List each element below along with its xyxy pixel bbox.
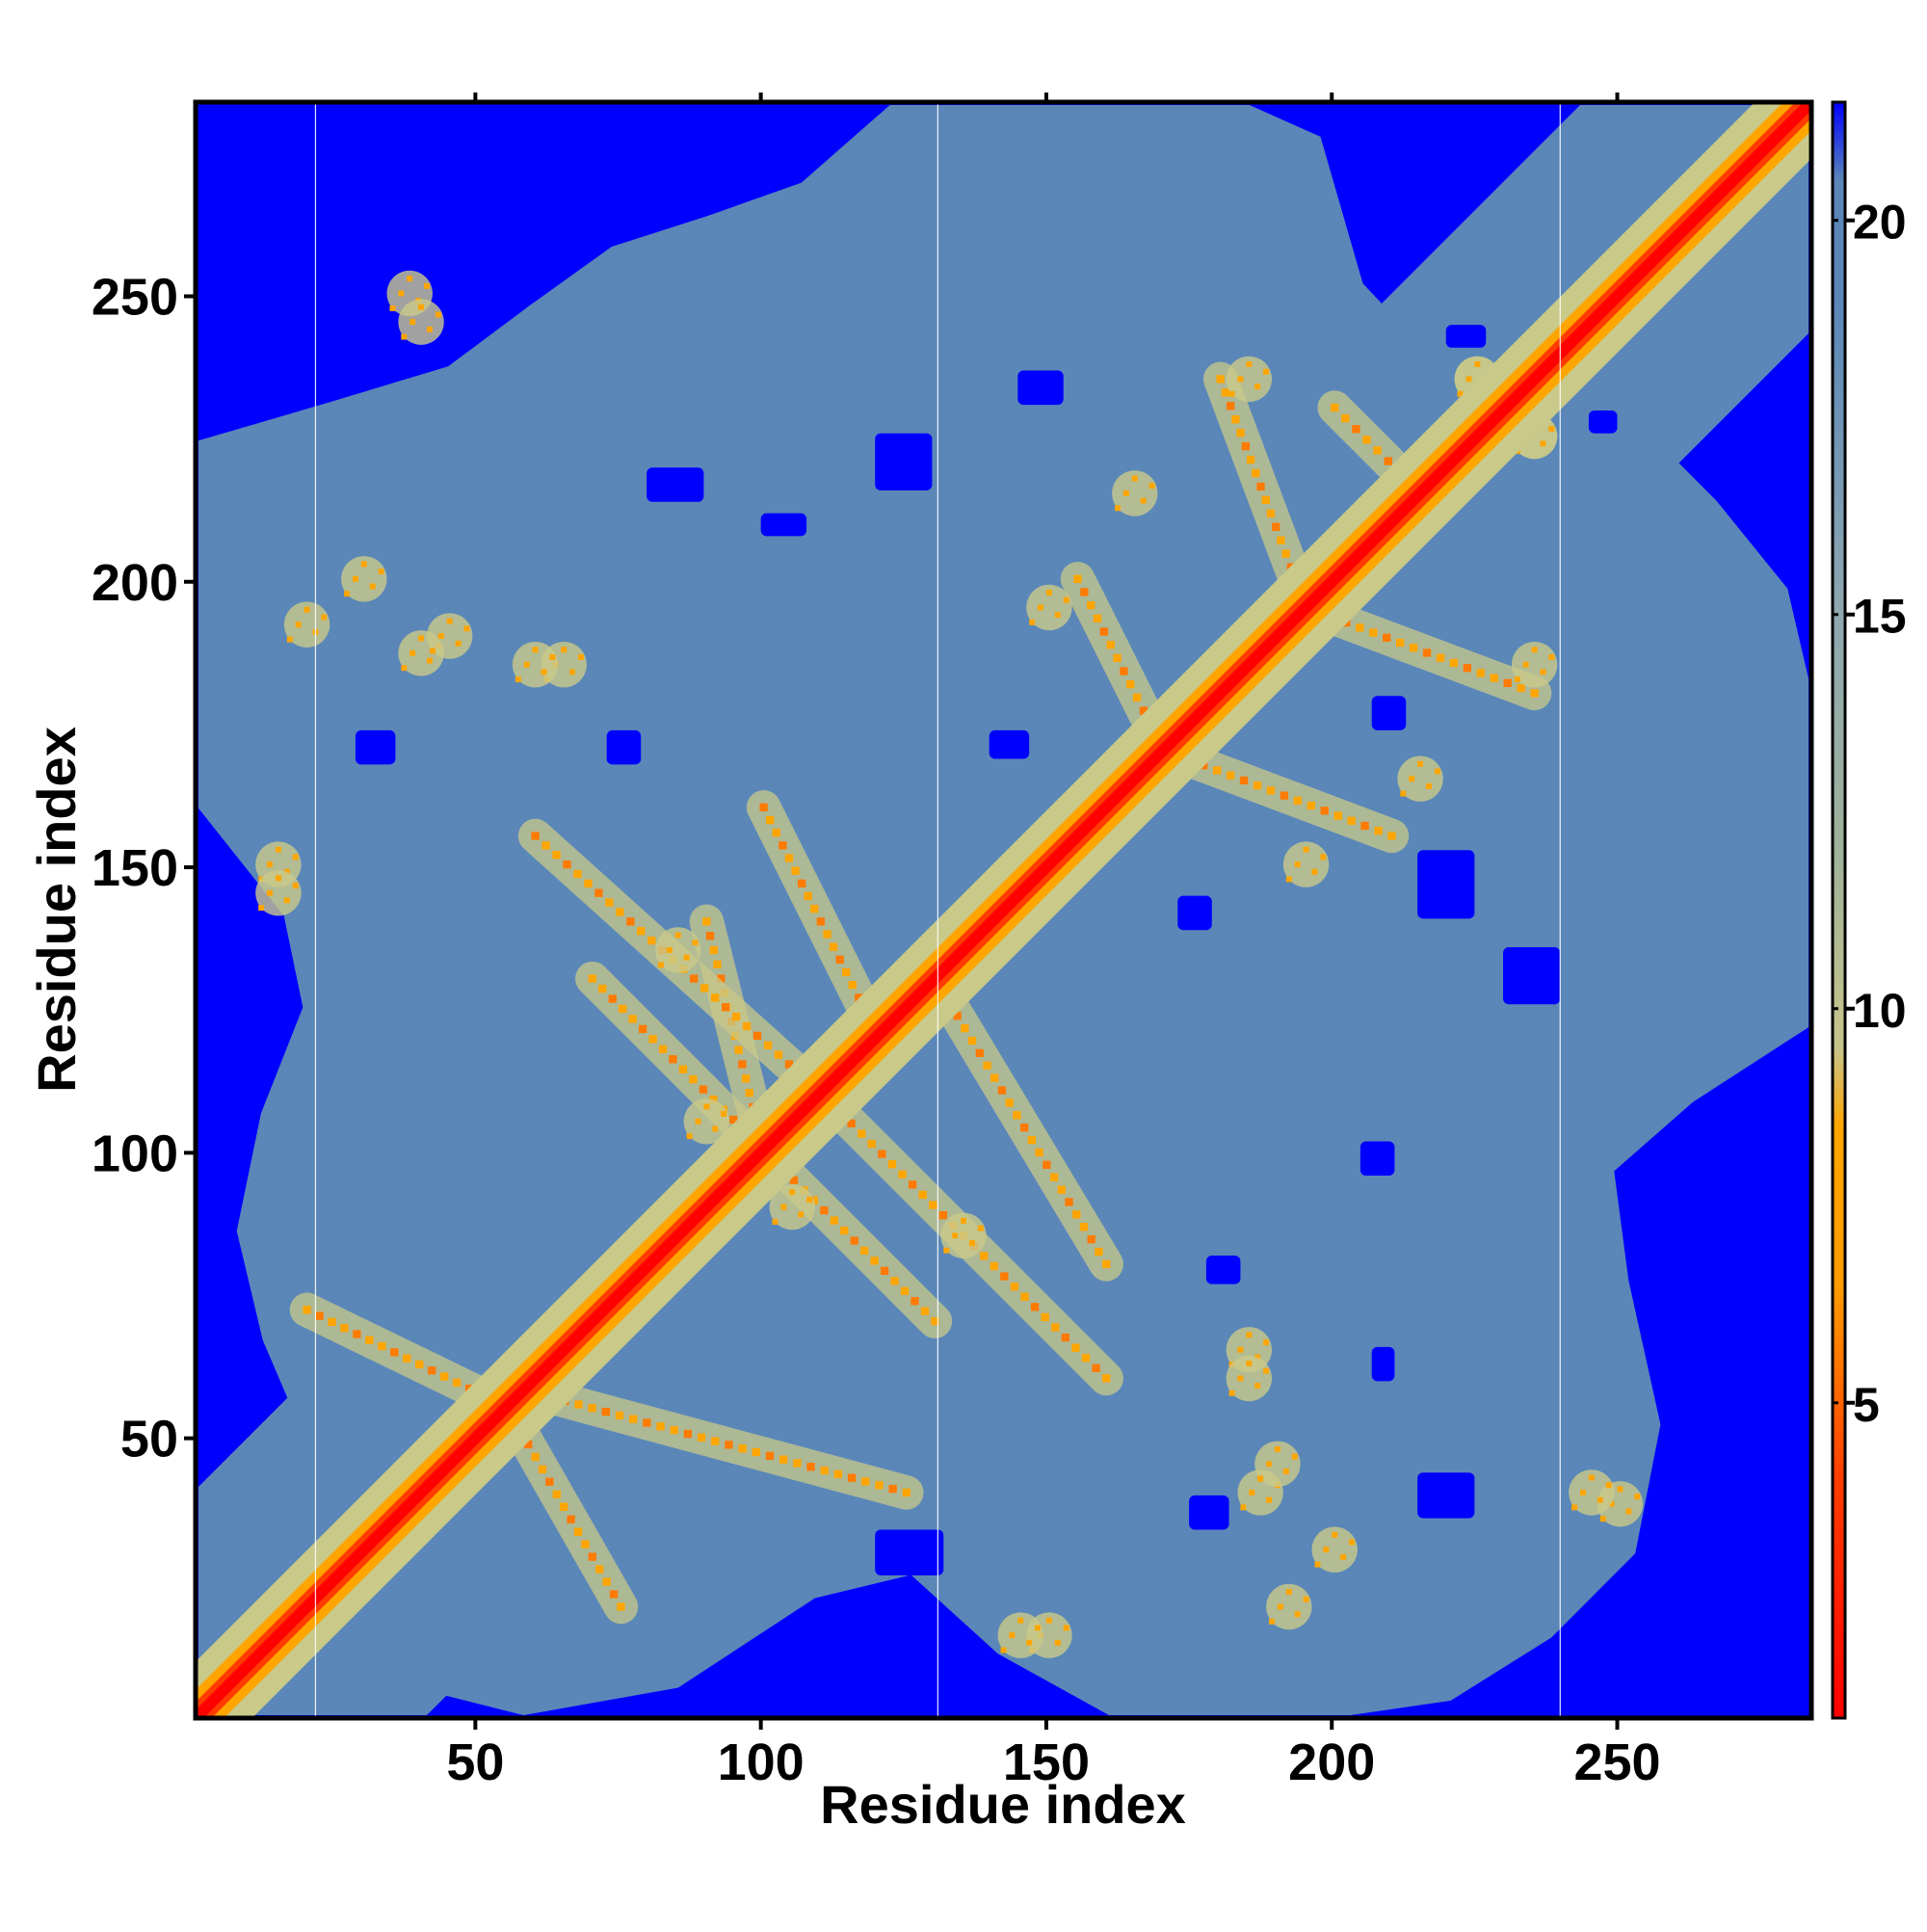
y-tick-label-50: 50: [120, 1411, 178, 1469]
x-axis-label: Residue index: [820, 1774, 1186, 1835]
far-region-7: [1177, 895, 1212, 931]
contact-blob-10: [1026, 584, 1330, 887]
x-tick-label-50: 50: [446, 1734, 504, 1791]
x-tick-label-100: 100: [718, 1734, 805, 1791]
far-region-0: [355, 729, 396, 765]
x-tick-label-250: 250: [1573, 1734, 1660, 1791]
far-region-10: [1445, 325, 1487, 348]
colorbar-tick-label-20: 20: [1853, 196, 1907, 250]
plot-frame: [193, 99, 1814, 1721]
colorbar-tick-label-10: 10: [1853, 984, 1907, 1038]
y-axis-label: Residue index: [26, 727, 87, 1093]
colorbar-tick-label-5: 5: [1853, 1378, 1880, 1432]
contact-blob-5: [398, 299, 1615, 1516]
contact-blob-12: [512, 641, 1273, 1402]
colorbar: 5 10 15 20: [1831, 100, 1907, 1720]
colorbar-gradient: [1831, 100, 1847, 1720]
x-tick-label-200: 200: [1288, 1734, 1375, 1791]
contact-blob-8: [1226, 356, 1558, 688]
far-region-20: [875, 1529, 944, 1575]
colorbar-tick-label-15: 15: [1853, 590, 1907, 644]
far-region-1: [606, 729, 642, 765]
far-region-19: [1417, 1472, 1475, 1519]
y-tick-label-150: 150: [92, 839, 178, 897]
y-tick-label-100: 100: [92, 1125, 178, 1182]
far-region-3: [760, 513, 807, 537]
contact-arm-8: [746, 790, 895, 1053]
y-tick-label-250: 250: [92, 268, 178, 326]
far-region-6: [1205, 1256, 1241, 1284]
far-region-12: [1371, 1346, 1395, 1382]
contact-blob-9: [1112, 470, 1443, 802]
far-region-13: [647, 467, 704, 502]
contact-blob-1: [283, 601, 1312, 1630]
contact-blob-14: [426, 613, 1301, 1488]
far-region-18: [1503, 947, 1561, 1005]
heatmap-area: [196, 102, 1811, 1718]
main-diagonal: [196, 102, 1811, 1718]
far-region-14: [875, 433, 933, 490]
far-region-17: [1359, 1141, 1395, 1177]
contact-blob-15: [655, 927, 987, 1258]
far-region-9: [1371, 696, 1407, 730]
far-region-15: [1017, 370, 1064, 406]
far-region-11: [1588, 410, 1618, 434]
x-tick-label-150: 150: [1003, 1734, 1090, 1791]
contact-blob-13: [341, 556, 1358, 1573]
contact-blob-11: [255, 870, 1043, 1658]
y-tick-label-200: 200: [92, 554, 178, 612]
far-region-16: [1417, 850, 1475, 919]
contact-blob-16: [683, 1098, 815, 1231]
far-region-2: [989, 729, 1030, 759]
far-region-8: [1189, 1495, 1229, 1530]
